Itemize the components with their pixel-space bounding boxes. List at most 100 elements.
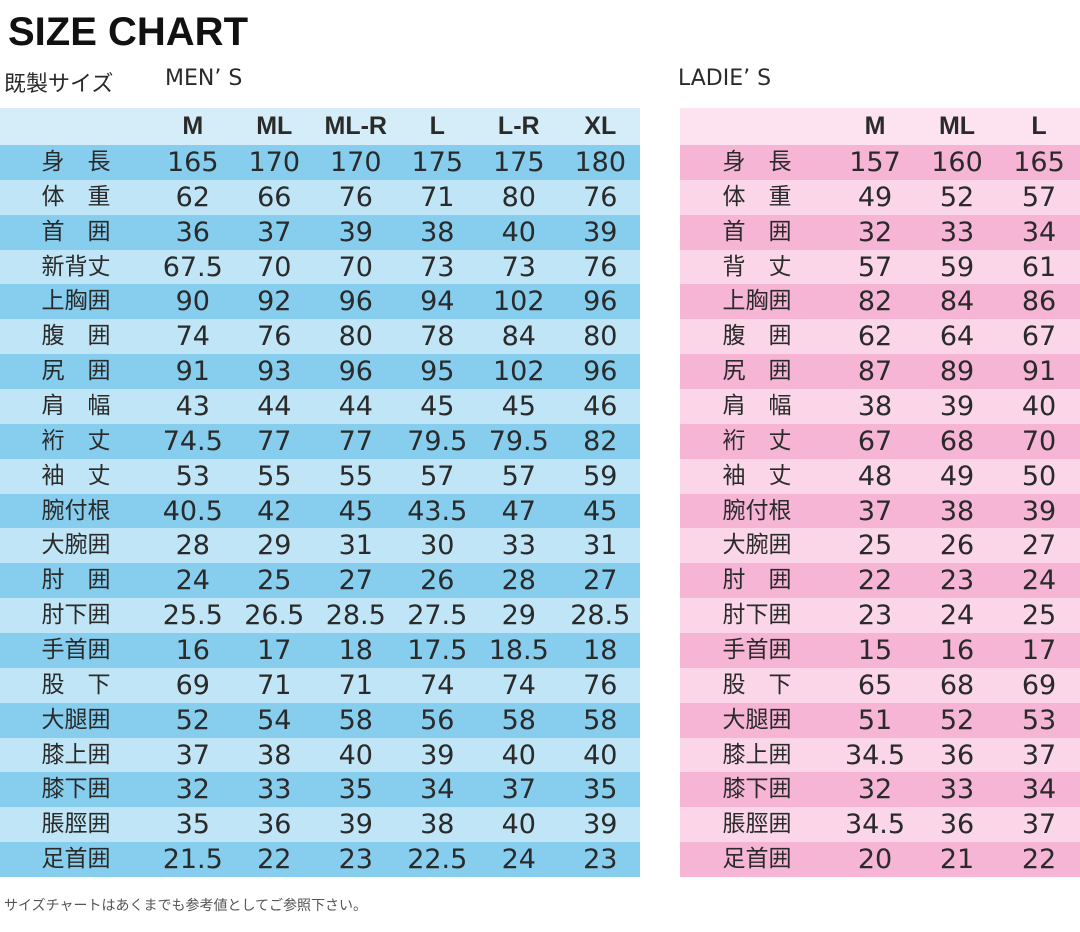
table-row: 脹脛囲 34.5 36 37 [680, 807, 1080, 843]
row-label: 袖 丈 [722, 462, 792, 489]
row-label: 大腕囲 [41, 532, 111, 559]
cell-value: 30 [420, 530, 455, 562]
cell-value: 76 [338, 181, 373, 213]
cell-value: 80 [338, 321, 373, 353]
table-row: 肘下囲 25.5 26.5 28.5 27.5 29 28.5 [0, 598, 640, 633]
cell-value: 64 [939, 321, 975, 353]
cell-value: 27 [1021, 530, 1057, 562]
cell-value: 76 [583, 669, 618, 701]
cell-value: 32 [175, 774, 210, 806]
table-row: 大腕囲 28 29 31 30 33 31 [0, 528, 640, 564]
row-label: 脹脛囲 [41, 811, 111, 838]
cell-value: 96 [583, 356, 618, 388]
table-row: 新背丈 67.5 70 70 73 73 76 [0, 249, 640, 285]
row-label: 背 丈 [722, 253, 792, 280]
cell-value: 34 [1021, 774, 1057, 806]
cell-value: 61 [1021, 251, 1057, 283]
cell-value: 34 [1021, 216, 1057, 248]
cell-value: 35 [338, 774, 373, 806]
column-header: ML [938, 112, 976, 140]
table-row: 裄 丈 67 68 70 [680, 423, 1080, 459]
row-label: 体 重 [41, 183, 111, 210]
column-header: L [1031, 112, 1047, 140]
cell-value: 40 [338, 739, 373, 771]
row-label: 腹 囲 [41, 323, 111, 350]
table-row: 体 重 49 52 57 [680, 179, 1080, 215]
cell-value: 96 [583, 286, 618, 318]
cell-value: 70 [257, 251, 292, 283]
table-row: 裄 丈 74.5 77 77 79.5 79.5 82 [0, 423, 640, 459]
cell-value: 79.5 [407, 425, 468, 457]
cell-value: 17.5 [407, 635, 468, 666]
cell-value: 96 [338, 356, 373, 388]
cell-value: 26 [939, 530, 975, 562]
cell-value: 71 [420, 181, 455, 213]
cell-value: 77 [338, 425, 373, 457]
cell-value: 57 [857, 251, 893, 283]
table-row: 体 重 62 66 76 71 80 76 [0, 179, 640, 215]
cell-value: 33 [939, 216, 975, 248]
row-label: 腕付根 [41, 497, 111, 524]
cell-value: 34.5 [844, 809, 906, 841]
table-row: 足首囲 21.5 22 23 22.5 24 23 [0, 842, 640, 877]
cell-value: 45 [583, 495, 618, 527]
cell-value: 29 [257, 530, 292, 562]
table-row: 肘下囲 23 24 25 [680, 598, 1080, 633]
cell-value: 38 [420, 216, 455, 248]
cell-value: 34.5 [844, 739, 906, 771]
cell-value: 160 [931, 147, 983, 178]
cell-value: 38 [939, 495, 975, 527]
table-row: 股 下 69 71 71 74 74 76 [0, 667, 640, 703]
cell-value: 24 [175, 565, 210, 597]
cell-value: 68 [939, 425, 975, 457]
row-label: 袖 丈 [41, 462, 111, 489]
cell-value: 44 [257, 391, 292, 422]
cell-value: 33 [257, 774, 292, 806]
cell-value: 102 [492, 356, 545, 388]
cell-value: 39 [338, 216, 373, 248]
subtitle: 既製サイズ [4, 72, 114, 97]
cell-value: 92 [257, 286, 292, 318]
table-row: 肩 幅 38 39 40 [680, 389, 1080, 424]
cell-value: 58 [501, 704, 536, 736]
cell-value: 62 [857, 321, 893, 353]
row-label: 肩 幅 [41, 393, 111, 419]
table-row: 膝上囲 37 38 40 39 40 40 [0, 737, 640, 773]
row-label: 手首囲 [41, 637, 111, 663]
cell-value: 45 [420, 391, 455, 422]
table-row: 大腿囲 51 52 53 [680, 702, 1080, 738]
row-label: 肘 囲 [41, 567, 111, 594]
row-label: 膝上囲 [722, 741, 792, 768]
row-label: 大腿囲 [722, 706, 792, 733]
cell-value: 33 [939, 774, 975, 806]
table-row: 尻 囲 91 93 96 95 102 96 [0, 354, 640, 389]
cell-value: 73 [420, 251, 455, 283]
cell-value: 180 [574, 147, 627, 178]
cell-value: 56 [420, 704, 455, 736]
cell-value: 80 [501, 181, 536, 213]
cell-value: 23 [939, 565, 975, 597]
cell-value: 42 [257, 495, 292, 527]
cell-value: 20 [857, 844, 893, 876]
cell-value: 57 [1021, 181, 1057, 213]
cell-value: 24 [501, 844, 536, 876]
cell-value: 26 [420, 565, 455, 597]
cell-value: 23 [583, 844, 618, 876]
cell-value: 18 [338, 635, 373, 666]
cell-value: 69 [1021, 669, 1057, 701]
cell-value: 67.5 [162, 251, 223, 283]
cell-value: 175 [492, 147, 545, 178]
row-label: 新背丈 [41, 253, 111, 280]
cell-value: 91 [1021, 356, 1057, 388]
cell-value: 27 [338, 565, 373, 597]
table-row: 尻 囲 87 89 91 [680, 354, 1080, 389]
table-row: 背 丈 57 59 61 [680, 249, 1080, 285]
row-label: 足首囲 [722, 846, 792, 873]
cell-value: 31 [583, 530, 618, 562]
cell-value: 58 [338, 704, 373, 736]
table-row: 手首囲 16 17 18 17.5 18.5 18 [0, 633, 640, 668]
row-label: 膝下囲 [41, 776, 111, 803]
row-label: 上胸囲 [41, 288, 111, 315]
cell-value: 47 [501, 495, 536, 527]
table-row: 股 下 65 68 69 [680, 667, 1080, 703]
